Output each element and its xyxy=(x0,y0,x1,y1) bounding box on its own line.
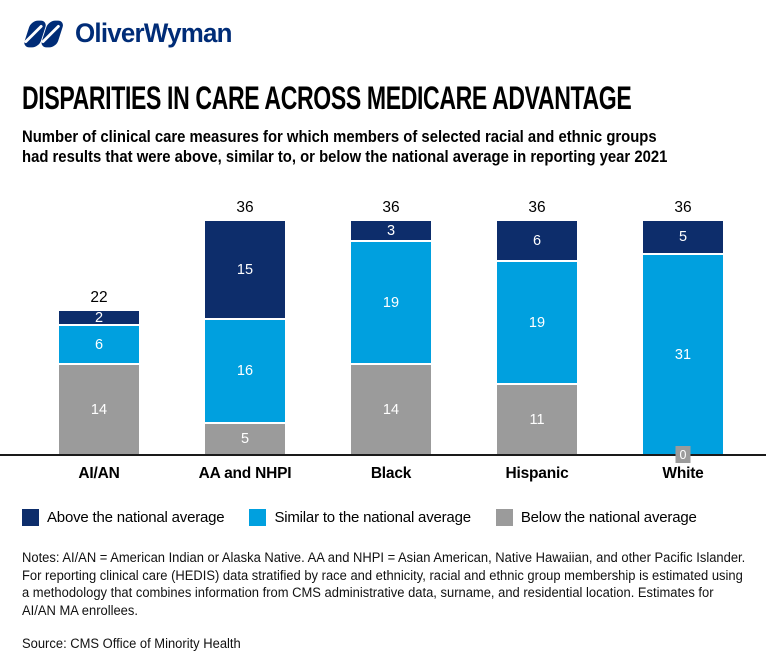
bar-segment-above-the-national-average: 15 xyxy=(205,221,285,318)
notes-text: Notes: AI/AN = American Indian or Alaska… xyxy=(22,549,745,619)
legend-item-above-the-national-average: Above the national average xyxy=(22,509,225,526)
stacked-bar-ai-an: 2 6 14 xyxy=(59,309,139,454)
oliver-wyman-logo-icon xyxy=(22,19,66,49)
chart-subtitle: Number of clinical care measures for whi… xyxy=(22,127,667,167)
bar-total-label: 36 xyxy=(382,199,400,216)
bar-segment-similar-to-the-national-average: 31 xyxy=(643,253,723,454)
bar-segment-above-the-national-average: 2 xyxy=(59,309,139,326)
x-axis-label-hispanic: Hispanic xyxy=(505,465,569,482)
legend-swatch-icon xyxy=(495,509,513,526)
bar-value-label: 15 xyxy=(236,261,254,278)
bar-value-label: 19 xyxy=(528,314,546,331)
bar-value-label: 14 xyxy=(90,401,108,418)
bar-value-label: 6 xyxy=(532,232,542,249)
subtitle-line-1: Number of clinical care measures for whi… xyxy=(22,128,657,146)
bar-column-white: 36 5 31 0 xyxy=(610,199,756,463)
page-title: DISPARITIES IN CARE ACROSS MEDICARE ADVA… xyxy=(22,80,632,116)
stacked-bar-aa-and-nhpi: 15 16 5 xyxy=(205,221,285,454)
bar-value-label: 19 xyxy=(382,294,400,311)
bar-total-label: 36 xyxy=(528,199,546,216)
bar-value-label: 6 xyxy=(94,336,104,353)
legend-swatch-icon xyxy=(249,509,267,526)
bar-segment-below-the-national-average: 11 xyxy=(497,383,577,454)
stacked-bar-black: 3 19 14 xyxy=(351,221,431,454)
bar-segment-below-the-national-average: 14 xyxy=(351,363,431,454)
bar-column-hispanic: 36 6 19 11 xyxy=(464,199,610,454)
plot-area: 22 2 6 14 36 15 16 5 36 3 19 14 36 6 19 11 36 5 31 0 xyxy=(0,195,766,463)
logo-wordmark: OliverWyman xyxy=(75,18,233,48)
bar-value-label: 14 xyxy=(382,401,400,418)
bar-value-label: 3 xyxy=(386,222,396,239)
bar-total-label: 36 xyxy=(674,199,692,216)
bar-segment-similar-to-the-national-average: 19 xyxy=(497,260,577,383)
bar-value-label: 5 xyxy=(678,229,688,245)
notes-line: AI/AN MA enrollees. xyxy=(22,602,138,618)
notes-line: For reporting clinical care (HEDIS) data… xyxy=(22,567,743,583)
notes-line: Notes: AI/AN = American Indian or Alaska… xyxy=(22,550,746,565)
zero-value-badge: 0 xyxy=(675,446,691,463)
bar-value-label: 16 xyxy=(236,363,254,379)
x-axis-labels: AI/AN AA and NHPI Black Hispanic White xyxy=(0,465,766,483)
legend-item-similar-to-the-national-average: Similar to the national average xyxy=(249,509,471,526)
stacked-bar-white: 5 31 0 xyxy=(643,221,723,463)
bar-segment-above-the-national-average: 6 xyxy=(497,221,577,260)
stacked-bar-chart: 22 2 6 14 36 15 16 5 36 3 19 14 36 6 19 11 36 5 31 0 AI/AN A… xyxy=(0,195,766,483)
bar-total-label: 36 xyxy=(236,199,254,216)
bar-segment-similar-to-the-national-average: 16 xyxy=(205,318,285,422)
bar-value-label: 31 xyxy=(674,346,692,363)
bar-segment-similar-to-the-national-average: 19 xyxy=(351,240,431,363)
bar-column-black: 36 3 19 14 xyxy=(318,199,464,454)
legend-label: Similar to the national average xyxy=(274,509,471,526)
bar-segment-below-the-national-average: 14 xyxy=(59,363,139,454)
source-text: Source: CMS Office of Minority Health xyxy=(22,636,241,651)
stacked-bar-hispanic: 6 19 11 xyxy=(497,221,577,454)
chart-legend: Above the national average Similar to the… xyxy=(22,509,697,526)
bar-total-label: 22 xyxy=(90,289,108,306)
bar-segment-above-the-national-average: 3 xyxy=(351,221,431,240)
x-axis-label-aa-and-nhpi: AA and NHPI xyxy=(198,465,292,482)
bar-column-aa-and-nhpi: 36 15 16 5 xyxy=(172,199,318,454)
bar-value-label: 5 xyxy=(240,431,250,447)
legend-label: Below the national average xyxy=(520,509,697,526)
bar-segment-above-the-national-average: 5 xyxy=(643,221,723,253)
bar-segment-similar-to-the-national-average: 6 xyxy=(59,324,139,363)
bar-segment-below-the-national-average: 5 xyxy=(205,422,285,454)
bar-column-ai-an: 22 2 6 14 xyxy=(26,289,172,454)
legend-label: Above the national average xyxy=(47,509,225,526)
oliver-wyman-logo: OliverWyman xyxy=(22,18,238,49)
x-axis-label-ai-an: AI/AN xyxy=(78,465,120,482)
bar-value-label: 11 xyxy=(529,411,545,428)
x-axis-label-black: Black xyxy=(370,465,412,482)
bar-value-label: 2 xyxy=(94,309,104,326)
x-axis-label-white: White xyxy=(662,465,704,482)
notes-line: a methodology that combines information … xyxy=(22,585,714,600)
legend-swatch-icon xyxy=(22,509,39,526)
subtitle-line-2: had results that were above, similar to,… xyxy=(22,148,668,166)
legend-item-below-the-national-average: Below the national average xyxy=(495,509,697,526)
